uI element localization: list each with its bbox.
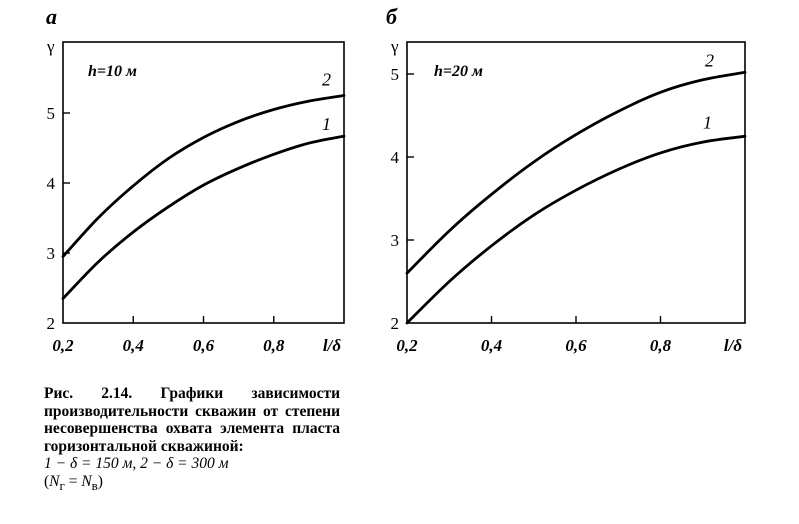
- panel-2-y-tick-label: 4: [391, 148, 400, 167]
- caption-title: Рис. 2.14. Графики зависимости производи…: [44, 385, 340, 455]
- panel-1-y-tick-label: 5: [47, 104, 56, 123]
- figure-caption: Рис. 2.14. Графики зависимости производи…: [44, 385, 340, 494]
- panel-2-series-1-line: [405, 134, 747, 325]
- panel-2-x-tick-label: 0,8: [650, 336, 672, 355]
- panel-2-annotation: h=20 м: [434, 63, 483, 80]
- caption-paren-open: (: [44, 472, 50, 490]
- panel-1-panel-label: а: [46, 4, 57, 29]
- panel-2-plot-frame: [406, 41, 746, 324]
- panel-1-x-tick-label: 0,8: [263, 336, 285, 355]
- panel-2-panel-label: б: [386, 4, 398, 29]
- caption-equals: =: [64, 472, 82, 490]
- caption-legend-line-2: (Nг = Nв): [44, 473, 340, 495]
- panel-1-series-2-line: [61, 94, 346, 258]
- panel-2-y-tick-label: 5: [391, 65, 400, 84]
- panel-2-series-2-line: [405, 70, 747, 275]
- panel-1-y-tick-label: 2: [47, 314, 56, 333]
- panel-1-annotation: h=10 м: [88, 63, 137, 80]
- panel-1-x-tick-label: 0,6: [193, 336, 215, 355]
- caption-sub-g: г: [59, 477, 65, 493]
- panel-1-plot-frame: [62, 41, 345, 324]
- panel-2-y-axis-label: γ: [390, 37, 399, 56]
- caption-legend-text: 1 − δ = 150 м, 2 − δ = 300 м: [44, 455, 229, 472]
- caption-sub-v: в: [91, 477, 98, 493]
- caption-n-g: N: [49, 472, 60, 490]
- panel-1-y-axis-label: γ: [46, 37, 55, 56]
- panel-1-x-axis-label: l/δ: [323, 336, 341, 355]
- panel-2-y-tick-label: 3: [391, 231, 400, 250]
- caption-n-v: N: [81, 472, 92, 490]
- panel-1-series-2-label: 2: [322, 70, 331, 90]
- panel-2-x-tick-label: 0,6: [565, 336, 587, 355]
- panel-2-y-tick-label: 2: [391, 314, 400, 333]
- panel-2-series-1-label: 1: [703, 112, 712, 132]
- panel-1-x-tick-label: 0,2: [52, 336, 74, 355]
- panel-1-y-tick-label: 4: [47, 174, 56, 193]
- panel-2-x-axis-label: l/δ: [724, 336, 742, 355]
- caption-paren-close: ): [97, 472, 103, 490]
- caption-legend-line-1: 1 − δ = 150 м, 2 − δ = 300 м: [44, 455, 340, 473]
- panel-1-y-tick-label: 3: [47, 244, 56, 263]
- panel-1-series-1-line: [61, 134, 346, 300]
- panel-2-x-tick-label: 0,2: [396, 336, 418, 355]
- panel-1-series-1-label: 1: [322, 114, 331, 134]
- panel-1-x-tick-label: 0,4: [123, 336, 144, 355]
- panel-2-x-tick-label: 0,4: [481, 336, 502, 355]
- panel-2-series-2-label: 2: [705, 50, 714, 70]
